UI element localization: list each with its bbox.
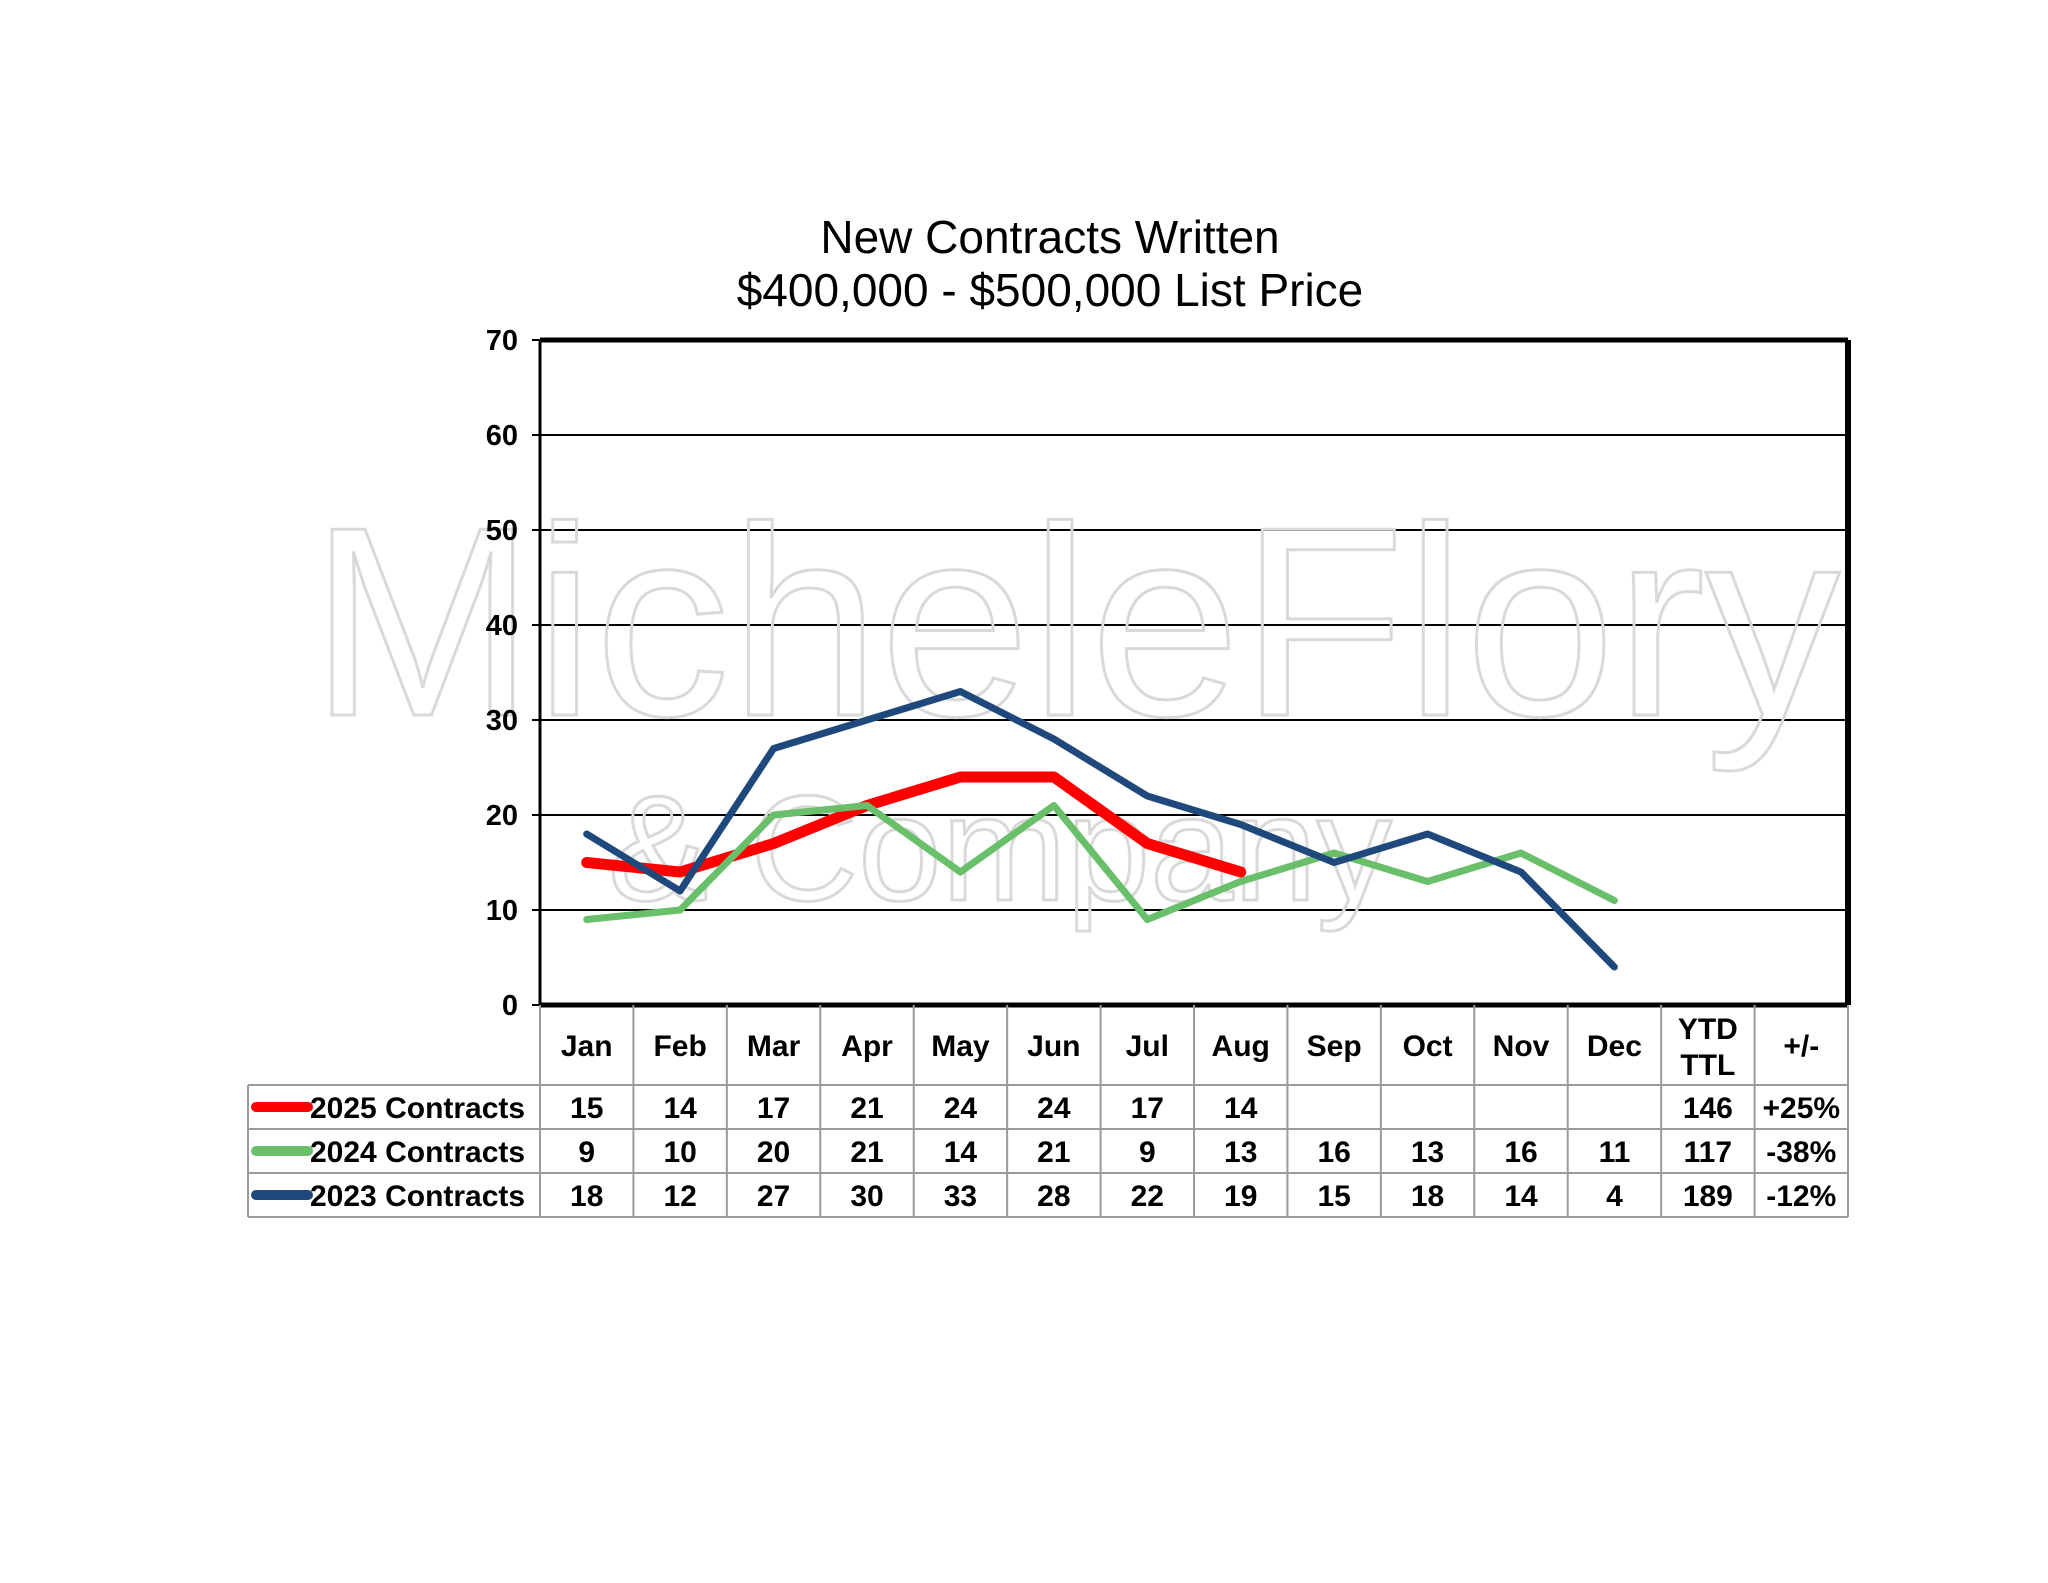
y-tick-label: 60 <box>486 420 518 452</box>
y-axis: 0 10 20 30 40 50 60 70 <box>486 325 540 1022</box>
change-value: -38% <box>1766 1136 1836 1169</box>
data-table: Jan Feb Mar Apr May Jun Jul Aug Sep Oct Nov Dec YTDT… <box>247 1005 1849 1218</box>
watermark: MicheleFlory & Company <box>308 471 1841 934</box>
x-tick-label: May <box>931 1030 990 1063</box>
data-label: 16 <box>1317 1136 1350 1169</box>
data-label: 17 <box>1131 1092 1164 1125</box>
chart-title: New Contracts Written <box>820 211 1279 263</box>
data-label: 13 <box>1224 1136 1257 1169</box>
series-lines <box>581 688 1618 971</box>
y-tick-label: 50 <box>486 515 518 547</box>
chart-subtitle: $400,000 - $500,000 List Price <box>737 264 1364 316</box>
data-label: 30 <box>850 1180 883 1213</box>
data-label: 20 <box>757 1136 790 1169</box>
ytd-value: 146 <box>1683 1092 1733 1125</box>
y-tick-label: 10 <box>486 895 518 927</box>
data-label: 9 <box>578 1136 595 1169</box>
y-tick-label: 40 <box>486 610 518 642</box>
x-tick-label: Oct <box>1403 1030 1453 1063</box>
legend-label: 2024 Contracts <box>310 1136 525 1169</box>
data-label: 24 <box>944 1092 978 1125</box>
data-label: 11 <box>1599 1136 1631 1169</box>
ytd-header: TTL <box>1680 1049 1735 1082</box>
series-line <box>583 802 1618 923</box>
x-tick-label: Jun <box>1027 1030 1080 1063</box>
x-tick-label: Apr <box>841 1030 893 1063</box>
data-label: 10 <box>663 1136 696 1169</box>
data-label: 9 <box>1139 1136 1156 1169</box>
x-tick-label: Dec <box>1587 1030 1642 1063</box>
y-tick-label: 20 <box>486 800 518 832</box>
data-label: 22 <box>1131 1180 1164 1213</box>
x-tick-label: Feb <box>653 1030 706 1063</box>
y-tick-label: 0 <box>502 990 518 1022</box>
data-label: 14 <box>663 1092 697 1125</box>
data-label: 17 <box>757 1092 790 1125</box>
data-label: 18 <box>570 1180 603 1213</box>
data-label: 15 <box>1317 1180 1350 1213</box>
x-tick-label: Jul <box>1126 1030 1169 1063</box>
data-label: 24 <box>1037 1092 1071 1125</box>
legend-label: 2023 Contracts <box>310 1180 525 1213</box>
data-label: 18 <box>1411 1180 1444 1213</box>
ytd-header: YTD <box>1678 1013 1738 1046</box>
x-tick-label: Aug <box>1212 1030 1270 1063</box>
data-label: 21 <box>850 1136 883 1169</box>
x-tick-label: Mar <box>747 1030 801 1063</box>
data-label: 19 <box>1224 1180 1257 1213</box>
x-tick-label: Sep <box>1307 1030 1362 1063</box>
data-label: 14 <box>1224 1092 1258 1125</box>
data-label: 21 <box>1037 1136 1070 1169</box>
data-label: 21 <box>850 1092 883 1125</box>
data-label: 14 <box>1504 1180 1538 1213</box>
data-label: 33 <box>944 1180 977 1213</box>
x-tick-label: Jan <box>561 1030 613 1063</box>
gridlines <box>540 434 1848 911</box>
series-line <box>583 688 1618 971</box>
data-label: 16 <box>1504 1136 1537 1169</box>
data-label: 12 <box>663 1180 696 1213</box>
data-label: 28 <box>1037 1180 1070 1213</box>
y-tick-label: 30 <box>486 705 518 737</box>
y-tick-label: 70 <box>486 325 518 357</box>
data-label: 4 <box>1606 1180 1623 1213</box>
change-header: +/- <box>1783 1030 1819 1063</box>
data-label: 14 <box>944 1136 978 1169</box>
data-label: 27 <box>757 1180 790 1213</box>
legend-label: 2025 Contracts <box>310 1092 525 1125</box>
data-label: 15 <box>570 1092 603 1125</box>
x-tick-label: Nov <box>1493 1030 1550 1063</box>
ytd-value: 117 <box>1684 1136 1732 1169</box>
watermark-text: MicheleFlory <box>310 472 1840 774</box>
ytd-value: 189 <box>1683 1180 1733 1213</box>
data-label: 13 <box>1411 1136 1444 1169</box>
change-value: -12% <box>1766 1180 1836 1213</box>
change-value: +25% <box>1762 1092 1840 1125</box>
